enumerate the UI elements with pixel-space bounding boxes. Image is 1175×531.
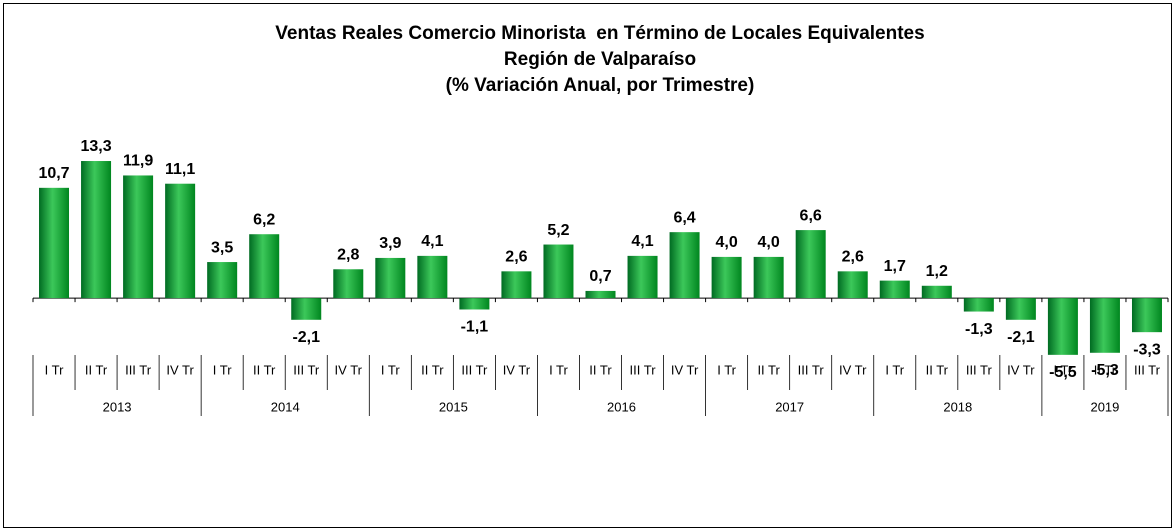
x-tick-label: I Tr [1054,362,1073,377]
value-label: -1,1 [461,319,489,336]
value-label: 6,6 [800,207,822,224]
bar [417,255,448,299]
x-tick-label: I Tr [45,362,64,377]
x-tick-label: II Tr [589,362,612,377]
bar [753,256,784,299]
value-label: 1,7 [884,258,906,275]
bar [1131,298,1162,333]
chart-title: (% Variación Anual, por Trimestre) [446,75,755,96]
value-label: 10,7 [38,165,69,182]
bar [1089,298,1120,353]
group-label: 2013 [103,399,132,414]
bar [123,175,154,299]
value-label: 2,6 [505,249,527,266]
value-label: 4,0 [715,234,737,251]
bar [585,290,616,299]
value-label: 3,5 [211,239,233,256]
x-tick-label: I Tr [549,362,568,377]
bar [39,187,70,299]
bar [963,298,994,312]
bar [207,262,238,299]
group-label: 2017 [775,399,804,414]
bar [459,298,490,310]
value-label: 0,7 [589,268,611,285]
value-label: -5,3 [1091,362,1119,379]
bar [333,269,364,299]
bar [795,230,826,299]
value-label: 4,0 [758,234,780,251]
x-tick-label: IV Tr [671,362,699,377]
bar [1047,298,1078,355]
x-tick-label: III Tr [293,362,320,377]
x-tick-label: III Tr [125,362,152,377]
value-label: 4,1 [421,233,443,250]
x-tick-label: IV Tr [839,362,867,377]
value-label: -1,3 [965,321,993,338]
value-label: -2,1 [1007,329,1035,346]
x-tick-label: II Tr [926,362,949,377]
value-label: 4,1 [631,233,653,250]
bar [1005,298,1036,320]
group-label: 2016 [607,399,636,414]
group-label: 2015 [439,399,468,414]
group-label: 2018 [943,399,972,414]
bar [879,280,910,299]
x-tick-label: III Tr [1134,362,1161,377]
x-tick-label: IV Tr [1007,362,1035,377]
value-label: 3,9 [379,235,401,252]
bar [165,183,196,299]
group-label: 2019 [1090,399,1119,414]
chart-title: Ventas Reales Comercio Minorista en Térm… [275,23,924,44]
x-tick-label: III Tr [798,362,825,377]
bar [669,232,700,299]
x-tick-label: I Tr [717,362,736,377]
chart-border [3,3,1172,528]
value-label: 5,2 [547,222,569,239]
bar [501,271,532,299]
x-tick-label: I Tr [885,362,904,377]
x-tick-label: IV Tr [503,362,531,377]
value-label: 13,3 [80,138,111,155]
bar [627,255,658,299]
x-tick-label: II Tr [253,362,276,377]
value-label: 2,6 [842,249,864,266]
bar [837,271,868,299]
value-label: -5,5 [1049,364,1077,381]
x-tick-label: I Tr [381,362,400,377]
x-tick-label: II Tr [421,362,444,377]
x-tick-label: II Tr [1094,362,1117,377]
value-label: -3,3 [1133,341,1161,358]
value-label: 1,2 [926,263,948,280]
bar [249,234,280,299]
value-label: 6,2 [253,211,275,228]
bar [81,161,112,299]
x-tick-label: III Tr [461,362,488,377]
value-label: 2,8 [337,246,359,263]
value-label: 11,1 [165,161,195,178]
value-label: 11,9 [123,153,153,170]
bar [921,285,952,299]
bar [543,244,574,299]
bar [291,298,322,320]
x-tick-label: II Tr [757,362,780,377]
value-label: -2,1 [292,329,320,346]
bar [375,257,406,299]
value-label: 6,4 [673,209,695,226]
x-tick-label: IV Tr [335,362,363,377]
x-tick-label: III Tr [966,362,993,377]
x-tick-label: III Tr [630,362,657,377]
x-tick-label: I Tr [213,362,232,377]
x-tick-label: II Tr [85,362,108,377]
bar [711,256,742,299]
group-label: 2014 [271,399,300,414]
x-tick-label: IV Tr [166,362,194,377]
chart-title: Región de Valparaíso [504,49,696,70]
